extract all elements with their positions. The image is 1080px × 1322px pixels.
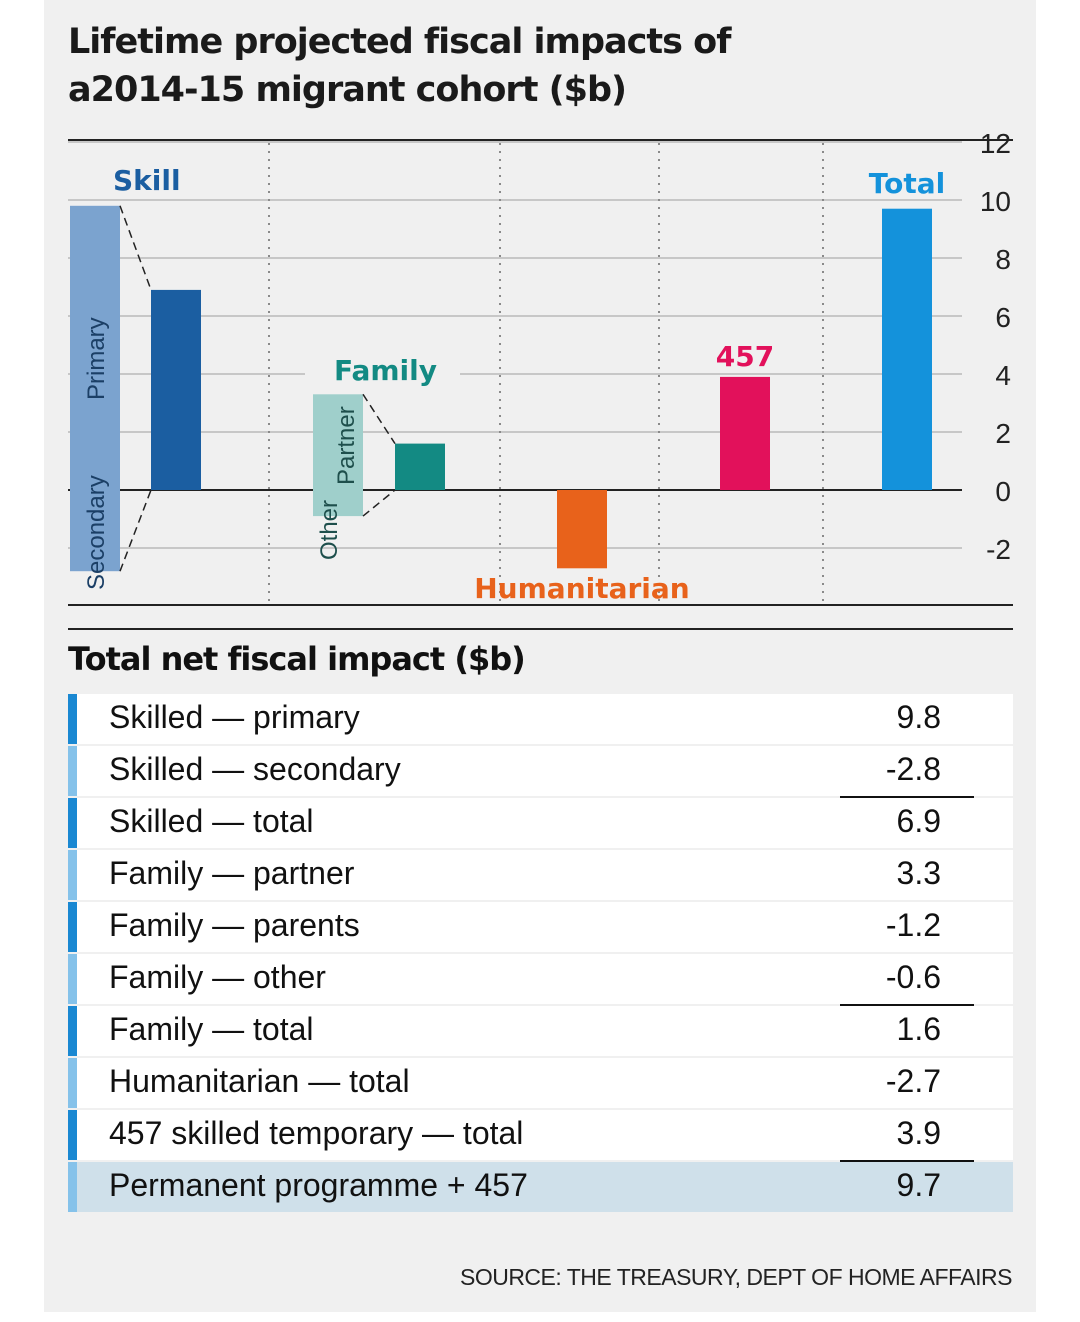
row-value: 3.3	[896, 855, 941, 891]
row-value: 3.9	[896, 1115, 941, 1151]
row-marker	[68, 1162, 77, 1212]
label-family: Family	[334, 354, 437, 387]
chart-title: Lifetime projected fiscal impacts of a20…	[68, 18, 968, 114]
row-label: Family — total	[109, 1011, 314, 1047]
row-label: Family — parents	[109, 907, 360, 943]
bar-family-partner	[313, 394, 363, 490]
y-tick-label: 2	[995, 418, 1011, 449]
row-value: -0.6	[885, 959, 941, 995]
y-tick-label: 8	[995, 244, 1011, 275]
label-humanitarian: Humanitarian	[474, 572, 689, 605]
label-primary: Primary	[83, 317, 110, 400]
source-note: SOURCE: THE TREASURY, DEPT OF HOME AFFAI…	[459, 1264, 1013, 1290]
bar-humanitarian	[557, 490, 607, 569]
bar-skill-primary	[70, 205, 120, 491]
chart-title-line-2: a2014-15 migrant cohort ($b)	[68, 70, 627, 110]
row-marker	[68, 850, 77, 900]
row-marker	[68, 1006, 77, 1056]
row-label: Skilled — total	[109, 803, 314, 839]
family-label-bg	[305, 355, 460, 387]
label-secondary: Secondary	[83, 475, 110, 590]
row-value: 6.9	[896, 803, 941, 839]
table-row: Family — partner 3.3	[68, 850, 1013, 900]
label-total: Total	[869, 167, 946, 200]
y-tick-label: 10	[980, 186, 1011, 217]
table-row: Skilled — total 6.9	[68, 798, 1013, 848]
row-label: Family — other	[109, 959, 326, 995]
chart-title-line-1: Lifetime projected fiscal impacts of	[68, 22, 731, 62]
table-row: Skilled — secondary -2.8	[68, 746, 1013, 798]
table-title: Total net fiscal impact ($b)	[68, 640, 526, 678]
y-tick-label: 0	[995, 476, 1011, 507]
row-marker	[68, 694, 77, 744]
table-row: Humanitarian — total -2.7	[68, 1058, 1013, 1108]
fiscal-impact-table: Skilled — primary 9.8 Skilled — secondary -…	[68, 694, 1013, 1214]
bar-457	[720, 376, 770, 490]
row-value: 1.6	[896, 1011, 941, 1047]
row-marker	[68, 1058, 77, 1108]
skill-connector-bottom	[119, 489, 152, 572]
row-label: Permanent programme + 457	[109, 1167, 528, 1203]
table-row: Skilled — primary 9.8	[68, 694, 1013, 744]
row-value: -2.8	[885, 751, 941, 787]
y-tick-label: 6	[995, 302, 1011, 333]
y-tick-label: -2	[986, 534, 1011, 565]
table-row: Permanent programme + 457 9.7	[68, 1162, 1013, 1212]
row-marker	[68, 954, 77, 1004]
y-tick-label: 4	[995, 360, 1011, 391]
y-tick-label: 12	[980, 128, 1011, 159]
row-value: -2.7	[885, 1063, 941, 1099]
subtotal-rule	[840, 1160, 974, 1162]
row-label: Family — partner	[109, 855, 355, 891]
family-connector-top	[362, 393, 396, 445]
row-marker	[68, 798, 77, 848]
table-row: Family — total 1.6	[68, 1006, 1013, 1056]
label-other: Other	[316, 500, 343, 560]
label-457: 457	[716, 340, 774, 373]
row-marker	[68, 902, 77, 952]
subtotal-rule	[840, 796, 974, 798]
row-label: Humanitarian — total	[109, 1063, 410, 1099]
table-row: 457 skilled temporary — total 3.9	[68, 1110, 1013, 1162]
bar-family-net	[395, 443, 445, 490]
row-label: Skilled — secondary	[109, 751, 401, 787]
bar-family-other	[313, 490, 363, 517]
table-top-rule	[68, 628, 1013, 630]
row-label: Skilled — primary	[109, 699, 360, 735]
family-connector-bottom	[362, 489, 396, 517]
label-skill: Skill	[113, 164, 181, 197]
label-partner: Partner	[333, 406, 360, 485]
bar-skill-secondary	[70, 490, 120, 572]
row-value: 9.8	[896, 699, 941, 735]
row-marker	[68, 1110, 77, 1160]
row-marker	[68, 746, 77, 796]
row-value: 9.7	[896, 1167, 941, 1203]
skill-connector-top	[119, 205, 152, 291]
row-label: 457 skilled temporary — total	[109, 1115, 524, 1151]
row-value: -1.2	[885, 907, 941, 943]
bar-skill-net	[151, 289, 201, 490]
table-row: Family — parents -1.2	[68, 902, 1013, 952]
bar-total	[882, 208, 932, 490]
subtotal-rule	[840, 1004, 974, 1006]
table-row: Family — other -0.6	[68, 954, 1013, 1006]
waterfall-chart: 12 10 8 6 4 2 0 -2 Skill Primary Secondary Family Pa…	[68, 128, 1013, 606]
